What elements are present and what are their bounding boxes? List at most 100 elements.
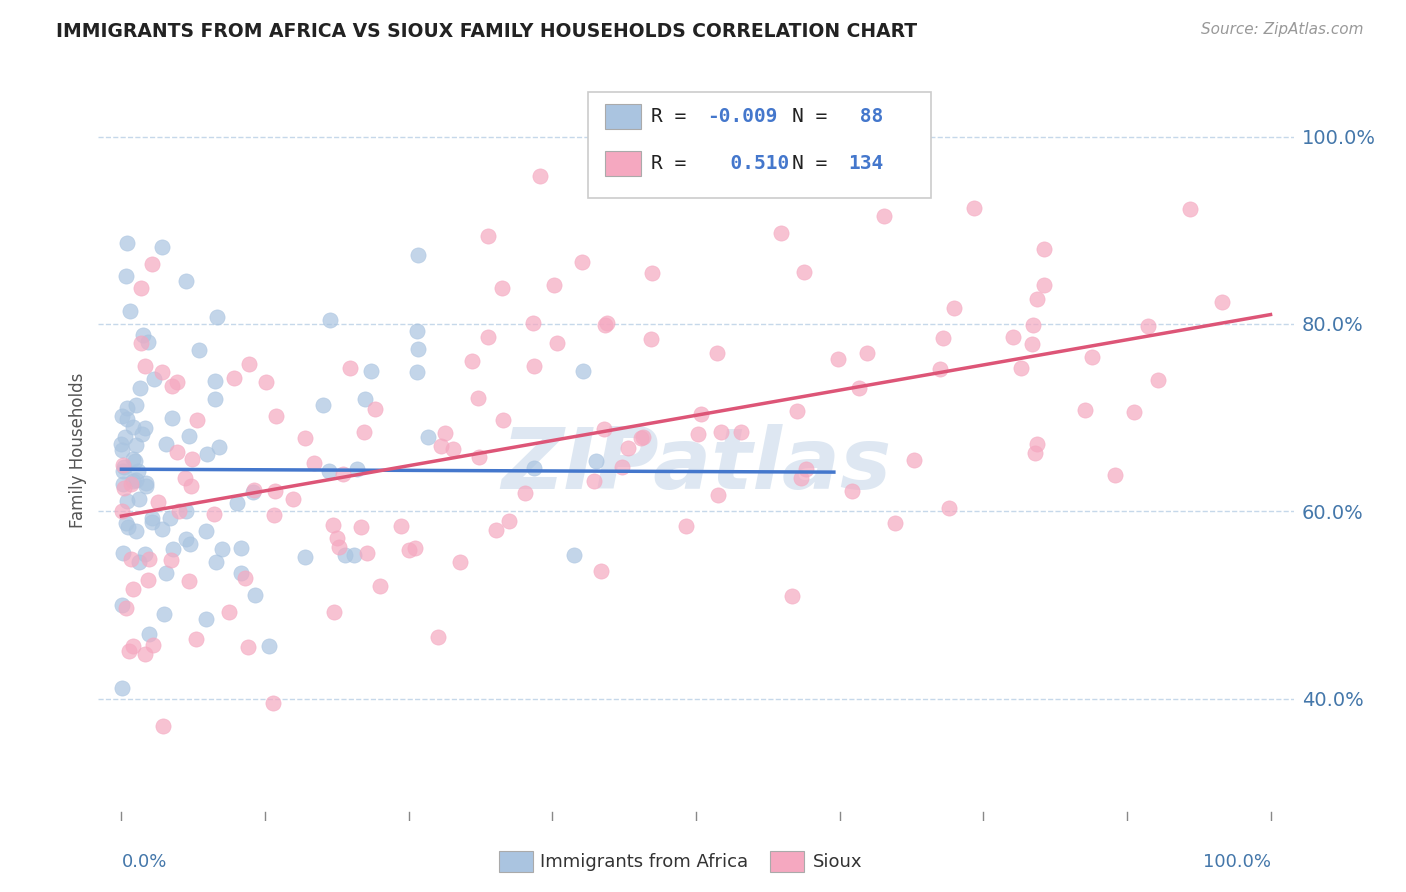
Point bbox=[1104, 468, 1126, 483]
Point bbox=[326, 531, 349, 545]
Point bbox=[177, 429, 200, 443]
Point bbox=[174, 504, 197, 518]
Point bbox=[339, 361, 361, 376]
Point bbox=[593, 422, 616, 436]
Point bbox=[118, 304, 141, 318]
Point bbox=[780, 589, 803, 603]
Text: Source: ZipAtlas.com: Source: ZipAtlas.com bbox=[1201, 22, 1364, 37]
Point bbox=[195, 447, 218, 461]
Point bbox=[124, 454, 146, 468]
Point bbox=[115, 494, 138, 508]
Point bbox=[112, 481, 135, 495]
Point bbox=[146, 495, 169, 509]
Point bbox=[188, 343, 211, 358]
Point bbox=[128, 555, 150, 569]
Point bbox=[138, 626, 160, 640]
Point bbox=[1010, 360, 1032, 375]
Point bbox=[318, 464, 340, 478]
Point bbox=[770, 226, 793, 240]
Point bbox=[180, 479, 202, 493]
Point bbox=[254, 375, 277, 389]
Point bbox=[262, 696, 284, 710]
Point bbox=[350, 520, 373, 534]
Point bbox=[319, 313, 342, 327]
Point bbox=[238, 357, 260, 371]
Point bbox=[111, 409, 134, 423]
Point bbox=[515, 486, 537, 500]
Point bbox=[153, 607, 176, 622]
Point bbox=[242, 484, 264, 499]
Point bbox=[322, 518, 344, 533]
Point bbox=[281, 491, 304, 506]
Point bbox=[707, 488, 730, 502]
Point bbox=[117, 520, 139, 534]
Point bbox=[174, 471, 197, 485]
Point bbox=[398, 543, 420, 558]
Point bbox=[110, 437, 132, 451]
Point bbox=[166, 445, 188, 459]
Point bbox=[142, 372, 165, 386]
Point bbox=[1180, 202, 1202, 217]
Point bbox=[242, 483, 264, 497]
Point bbox=[730, 425, 752, 439]
Point bbox=[127, 464, 149, 478]
Point bbox=[141, 256, 163, 270]
Point bbox=[115, 411, 138, 425]
Point bbox=[1033, 243, 1056, 257]
Point bbox=[118, 644, 141, 658]
Point bbox=[124, 438, 146, 452]
Point bbox=[294, 431, 316, 445]
Text: N =: N = bbox=[792, 107, 838, 127]
Point bbox=[150, 522, 173, 536]
Point bbox=[790, 471, 813, 485]
Point bbox=[562, 549, 585, 563]
Point bbox=[1024, 446, 1046, 460]
Point bbox=[610, 460, 633, 475]
Point bbox=[205, 310, 228, 325]
Point bbox=[129, 381, 152, 395]
Point bbox=[112, 464, 135, 478]
Point bbox=[1123, 405, 1146, 419]
Point bbox=[160, 378, 183, 392]
Point bbox=[233, 571, 256, 585]
Point bbox=[128, 491, 150, 506]
Point bbox=[243, 588, 266, 602]
Point bbox=[332, 467, 354, 481]
Point bbox=[929, 362, 952, 376]
Point bbox=[529, 169, 551, 184]
Point bbox=[523, 461, 546, 475]
Point bbox=[112, 477, 135, 491]
Point bbox=[360, 364, 382, 378]
Point bbox=[142, 639, 165, 653]
Point bbox=[461, 353, 484, 368]
Point bbox=[617, 442, 640, 456]
Point bbox=[405, 366, 427, 380]
Point bbox=[333, 548, 356, 562]
Point bbox=[114, 430, 136, 444]
Point bbox=[406, 248, 429, 262]
Point bbox=[122, 419, 145, 434]
Point bbox=[1022, 318, 1045, 332]
Text: R =: R = bbox=[651, 153, 697, 173]
Point bbox=[202, 507, 225, 521]
Point bbox=[138, 552, 160, 566]
Point bbox=[1211, 294, 1233, 309]
Point bbox=[264, 484, 287, 499]
Point bbox=[211, 541, 233, 556]
Point bbox=[117, 401, 139, 415]
Text: IMMIGRANTS FROM AFRICA VS SIOUX FAMILY HOUSEHOLDS CORRELATION CHART: IMMIGRANTS FROM AFRICA VS SIOUX FAMILY H… bbox=[56, 22, 917, 41]
Point bbox=[204, 555, 226, 569]
Point bbox=[225, 496, 247, 510]
Point bbox=[195, 524, 218, 539]
Point bbox=[111, 545, 134, 559]
Point bbox=[204, 374, 226, 388]
Point bbox=[449, 555, 471, 569]
Point bbox=[110, 681, 132, 695]
Point bbox=[134, 421, 156, 435]
Point bbox=[491, 413, 513, 427]
Point bbox=[111, 504, 134, 518]
Point bbox=[114, 516, 136, 531]
Point bbox=[932, 331, 955, 345]
Point bbox=[690, 408, 713, 422]
Point bbox=[364, 402, 387, 417]
